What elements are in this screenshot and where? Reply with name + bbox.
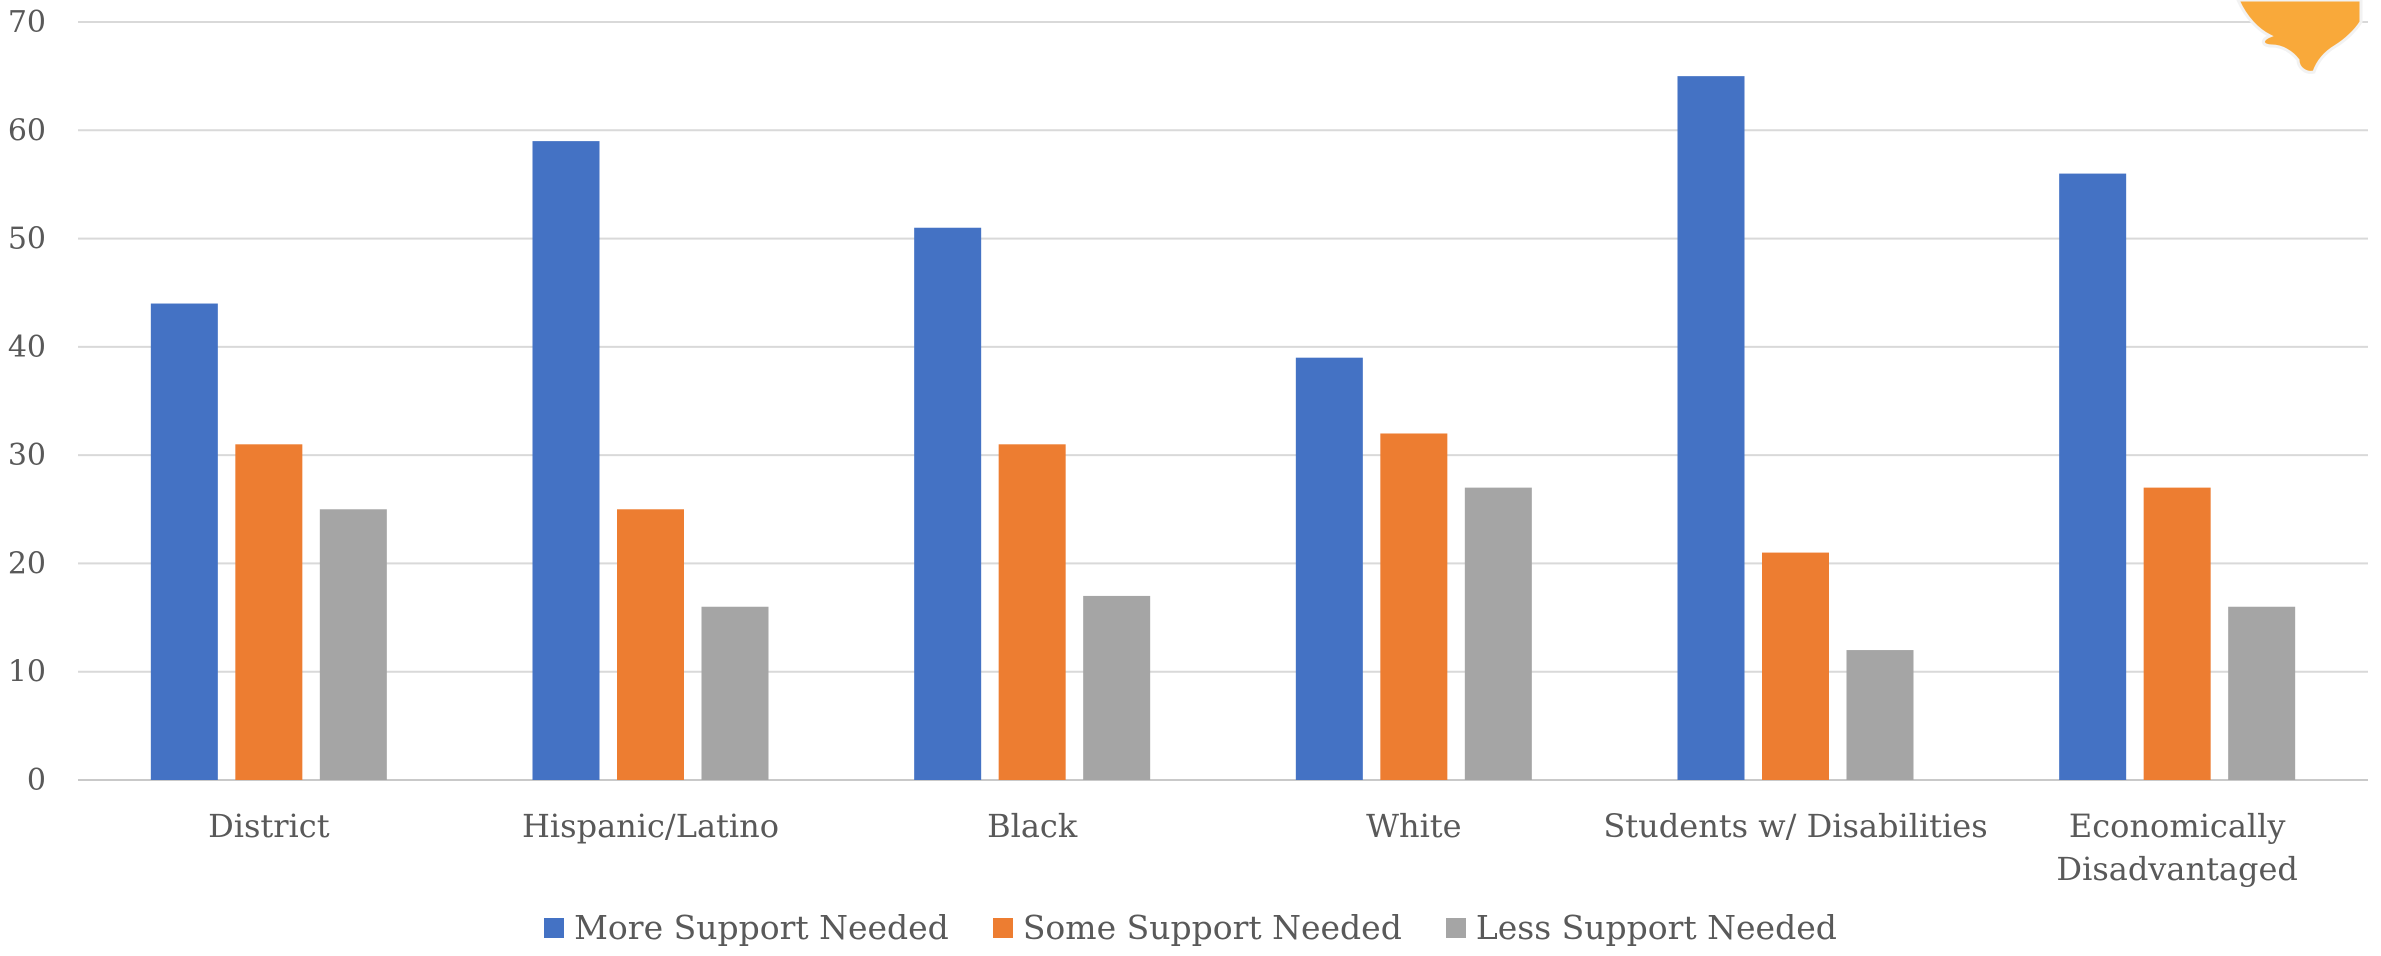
bars [150,76,2296,781]
y-axis-ticks: 0 10 20 30 40 50 60 70 [8,5,46,798]
y-tick-label: 70 [8,5,46,40]
bar-less-support-needed-0 [319,509,387,780]
legend-swatch-more-support [544,917,565,938]
bar-less-support-needed-3 [1464,487,1532,780]
x-axis-labels: District Hispanic/Latino Black White Student… [208,807,2298,888]
y-tick-label: 0 [27,763,46,798]
x-tick-label: Hispanic/Latino [522,807,779,845]
x-tick-label: Economically [2069,807,2286,845]
y-tick-label: 30 [8,438,46,473]
bar-some-support-needed-1 [617,509,684,780]
y-tick-label: 50 [8,222,46,257]
y-tick-label: 40 [8,330,46,365]
legend-item-some-support: Some Support Needed [992,908,1402,947]
x-tick-label: White [1366,807,1462,845]
y-tick-label: 10 [8,655,46,690]
x-tick-label: Students w/ Disabilities [1603,807,1987,845]
legend-label-more-support: More Support Needed [574,908,949,947]
gridlines [78,21,2368,781]
bar-more-support-needed-0 [150,303,218,780]
bar-more-support-needed-4 [1677,76,1745,780]
x-tick-label: Black [987,807,1078,845]
y-tick-label: 20 [8,546,46,581]
legend-swatch-less-support [1445,917,1466,938]
bar-some-support-needed-3 [1380,433,1448,780]
bar-less-support-needed-5 [2228,606,2296,780]
x-tick-label: Disadvantaged [2056,850,2297,888]
y-tick-label: 60 [8,113,46,148]
bar-some-support-needed-4 [1762,552,1829,780]
legend-item-less-support: Less Support Needed [1445,908,1837,947]
bar-some-support-needed-0 [235,444,303,780]
bar-more-support-needed-1 [532,141,600,781]
bar-some-support-needed-2 [998,444,1066,780]
bar-less-support-needed-1 [701,606,769,780]
bar-more-support-needed-3 [1295,357,1363,780]
legend: More Support Needed Some Support Needed … [0,908,2381,947]
legend-item-more-support: More Support Needed [544,908,949,947]
bar-some-support-needed-5 [2143,487,2211,780]
bar-more-support-needed-2 [914,227,982,780]
legend-label-less-support: Less Support Needed [1475,908,1837,947]
legend-swatch-some-support [992,917,1013,938]
texas-state-icon [2236,0,2363,74]
x-tick-label: District [208,807,330,845]
legend-label-some-support: Some Support Needed [1022,908,1402,947]
bar-less-support-needed-2 [1083,595,1151,780]
bar-less-support-needed-4 [1846,650,1914,780]
bar-more-support-needed-5 [2059,173,2127,781]
